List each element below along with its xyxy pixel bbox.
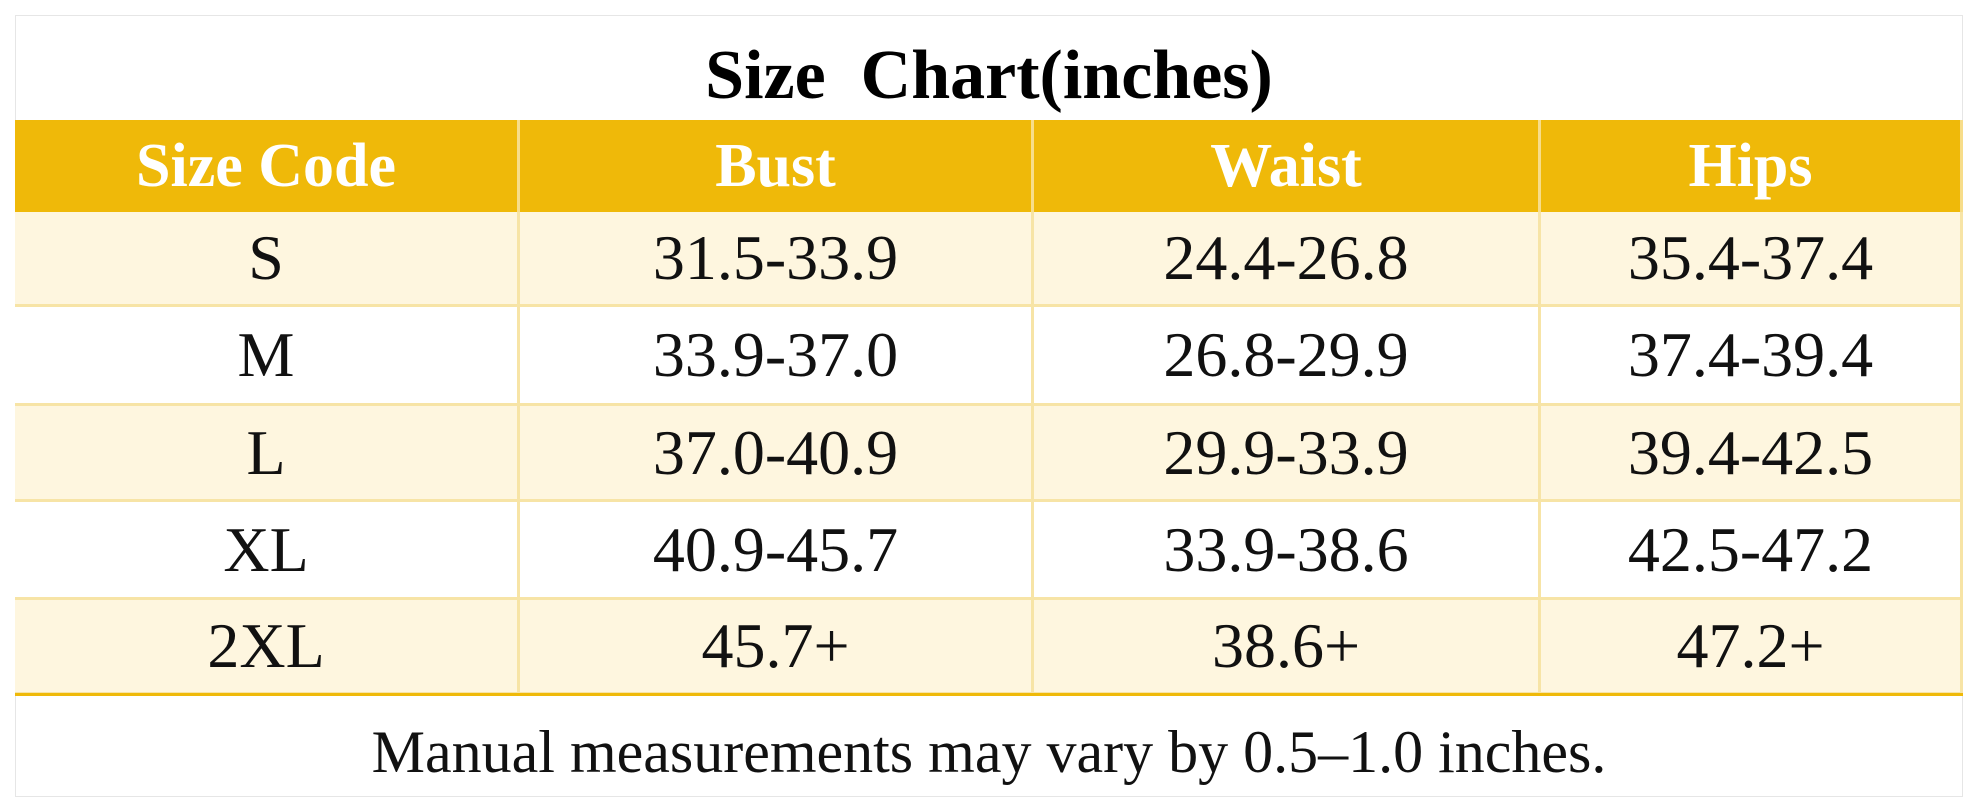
measurement-cell: 29.9-33.9 xyxy=(1034,406,1541,502)
measurement-cell: 45.7+ xyxy=(520,600,1034,695)
size-cell: XL xyxy=(15,502,520,600)
measurement-cell: 39.4-42.5 xyxy=(1541,406,1963,502)
footer-note: Manual measurements may vary by 0.5–1.0 … xyxy=(371,719,1607,785)
measurement-cell: 35.4-37.4 xyxy=(1541,212,1963,307)
size-cell: L xyxy=(15,406,520,502)
measurement-cell: 33.9-38.6 xyxy=(1034,502,1541,600)
measurement-cell: 26.8-29.9 xyxy=(1034,307,1541,406)
column-header: Bust xyxy=(520,120,1034,212)
size-cell: 2XL xyxy=(15,600,520,695)
measurement-cell: 42.5-47.2 xyxy=(1541,502,1963,600)
size-cell: M xyxy=(15,307,520,406)
column-header: Hips xyxy=(1541,120,1963,212)
column-header: Waist xyxy=(1034,120,1541,212)
title: Size Chart(inches) xyxy=(705,37,1273,114)
measurement-cell: 33.9-37.0 xyxy=(520,307,1034,406)
measurement-cell: 31.5-33.9 xyxy=(520,212,1034,307)
size-cell: S xyxy=(15,212,520,307)
measurement-cell: 37.4-39.4 xyxy=(1541,307,1963,406)
measurement-cell: 38.6+ xyxy=(1034,600,1541,695)
measurement-cell: 47.2+ xyxy=(1541,600,1963,695)
measurement-cell: 24.4-26.8 xyxy=(1034,212,1541,307)
measurement-cell: 40.9-45.7 xyxy=(520,502,1034,600)
column-header: Size Code xyxy=(15,120,520,212)
table-bottom-line xyxy=(15,693,1963,696)
measurement-cell: 37.0-40.9 xyxy=(520,406,1034,502)
